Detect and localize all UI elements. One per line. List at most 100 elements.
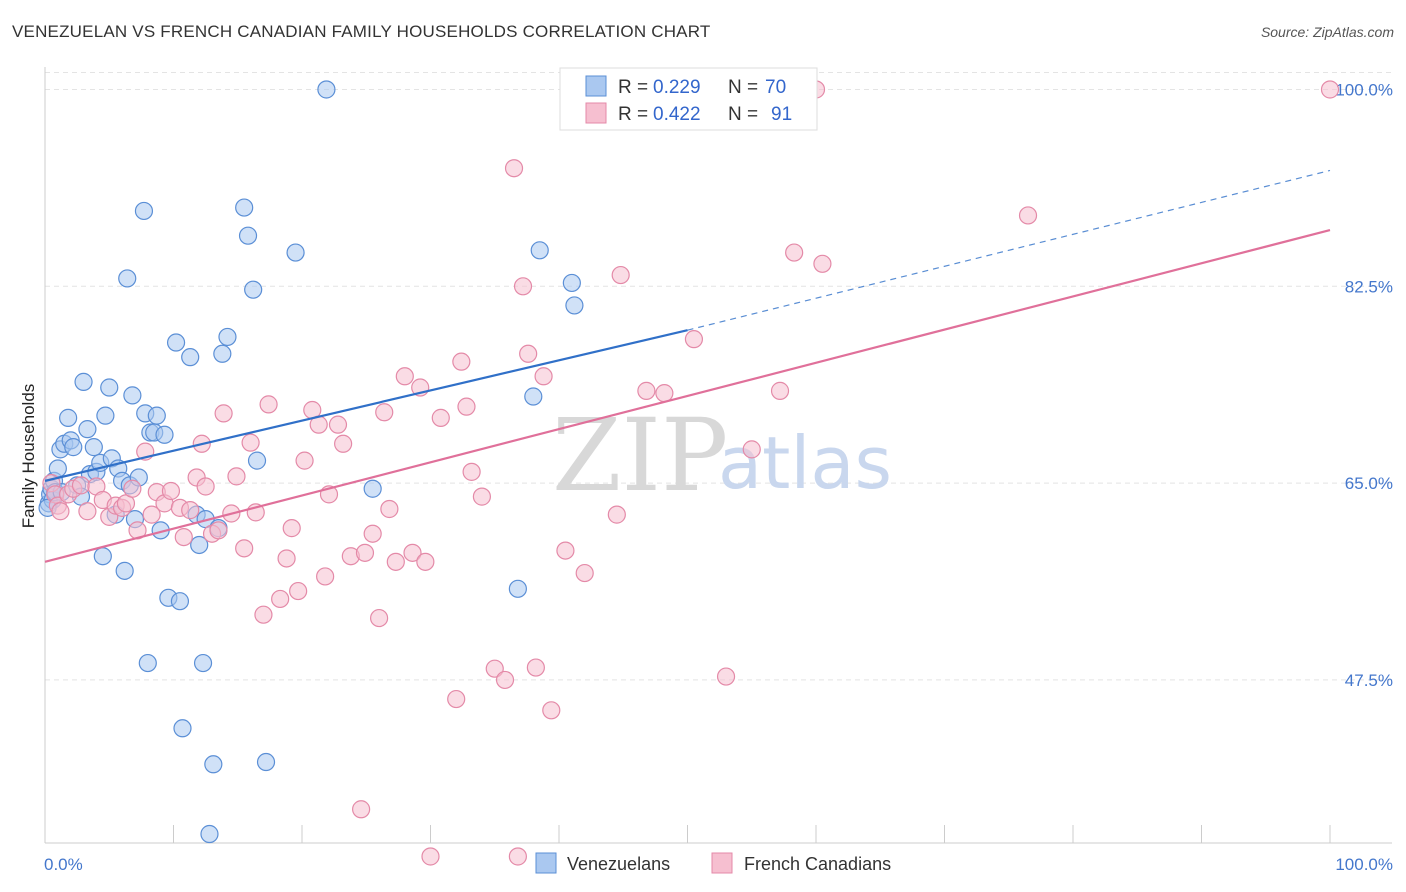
point-french-canadians-73 xyxy=(526,658,545,677)
legend-n-value-1: 91 xyxy=(771,104,792,125)
point-french-canadians-53 xyxy=(375,403,394,422)
point-venezuelans-48 xyxy=(193,653,213,673)
point-venezuelans-35 xyxy=(138,653,157,673)
point-french-canadians-72 xyxy=(519,344,538,363)
point-venezuelans-65 xyxy=(530,241,549,260)
y-tick-label-1: 65.0% xyxy=(1345,474,1393,493)
source-label: Source: ZipAtlas.com xyxy=(1260,24,1394,40)
point-french-canadians-46 xyxy=(328,415,348,434)
point-french-canadians-69 xyxy=(504,159,524,178)
point-venezuelans-14 xyxy=(74,372,93,391)
y-tick-labels: 47.5% 65.0% 82.5% 100.0% xyxy=(1335,80,1393,689)
point-french-canadians-67 xyxy=(485,659,504,678)
point-venezuelans-9 xyxy=(59,408,78,427)
point-venezuelans-44 xyxy=(173,719,192,738)
point-french-canadians-71 xyxy=(513,277,533,296)
y-tick-label-0: 47.5% xyxy=(1345,671,1393,690)
point-french-canadians-81 xyxy=(637,381,656,400)
point-venezuelans-50 xyxy=(200,824,219,844)
point-french-canadians-75 xyxy=(542,701,561,720)
point-french-canadians-65 xyxy=(462,462,481,481)
point-french-canadians-33 xyxy=(241,433,260,452)
point-french-canadians-52 xyxy=(370,608,389,628)
point-french-canadians-44 xyxy=(316,567,335,586)
chart-title: VENEZUELAN VS FRENCH CANADIAN FAMILY HOU… xyxy=(12,22,711,41)
point-french-canadians-70 xyxy=(508,847,527,866)
point-french-canadians-74 xyxy=(534,367,553,386)
watermark: ZIP atlas xyxy=(552,397,892,514)
point-venezuelans-60 xyxy=(286,243,305,262)
point-french-canadians-63 xyxy=(452,352,471,371)
legend-r-value-1: 0.422 xyxy=(653,104,701,125)
point-french-canadians-64 xyxy=(457,397,476,416)
point-venezuelans-57 xyxy=(244,280,263,299)
point-french-canadians-32 xyxy=(235,539,254,558)
point-french-canadians-82 xyxy=(655,384,674,403)
point-venezuelans-67 xyxy=(565,296,584,315)
point-french-canadians-23 xyxy=(181,501,200,520)
legend-n-value-0: 70 xyxy=(765,77,786,98)
point-french-canadians-56 xyxy=(395,367,414,386)
point-french-canadians-76 xyxy=(556,541,575,560)
trend-line-venezuelans-extension xyxy=(687,169,1331,331)
point-french-canadians-37 xyxy=(271,589,290,609)
legend: R = 0.229 N = 70 R = 0.422 N = 91 xyxy=(559,67,818,131)
point-venezuelans-56 xyxy=(238,226,258,245)
point-venezuelans-64 xyxy=(524,387,543,406)
legend-n-label-0: N = xyxy=(728,77,758,98)
point-venezuelans-22 xyxy=(100,378,119,397)
point-french-canadians-50 xyxy=(355,543,375,562)
point-french-canadians-14 xyxy=(123,479,142,498)
point-venezuelans-21 xyxy=(96,406,115,425)
point-french-canadians-51 xyxy=(363,524,382,543)
point-french-canadians-91 xyxy=(1320,80,1340,99)
point-french-canadians-29 xyxy=(214,404,233,423)
trend-lines xyxy=(44,169,1331,563)
point-french-canadians-85 xyxy=(742,440,761,459)
point-french-canadians-83 xyxy=(684,330,704,349)
bottom-legend-swatch-venezuelans xyxy=(535,852,557,874)
point-french-canadians-68 xyxy=(495,670,515,690)
point-venezuelans-63 xyxy=(508,579,527,598)
bottom-legend-label-french-canadians: French Canadians xyxy=(744,854,891,874)
point-french-canadians-38 xyxy=(277,549,296,568)
point-venezuelans-51 xyxy=(204,755,223,774)
point-venezuelans-15 xyxy=(78,420,97,439)
point-french-canadians-36 xyxy=(259,395,278,414)
point-french-canadians-7 xyxy=(78,502,97,521)
point-venezuelans-11 xyxy=(64,438,83,457)
point-french-canadians-17 xyxy=(142,505,161,524)
trend-line-french-canadians xyxy=(44,229,1331,563)
point-venezuelans-42 xyxy=(166,333,186,352)
point-french-canadians-59 xyxy=(416,552,435,571)
y-tick-label-3: 100.0% xyxy=(1335,80,1393,99)
y-tick-label-2: 82.5% xyxy=(1345,277,1393,296)
point-french-canadians-54 xyxy=(380,499,399,519)
series-french-canadians xyxy=(42,80,1340,866)
point-venezuelans-30 xyxy=(123,386,142,405)
point-french-canadians-55 xyxy=(386,552,405,571)
point-french-canadians-87 xyxy=(785,243,804,262)
legend-r-label-1: R = xyxy=(618,104,648,125)
point-french-canadians-57 xyxy=(403,543,422,562)
bottom-legend-label-venezuelans: Venezuelans xyxy=(567,854,670,874)
grid-lines xyxy=(45,71,1392,681)
legend-swatch-french-canadians xyxy=(585,102,607,124)
point-french-canadians-80 xyxy=(611,265,630,285)
point-french-canadians-39 xyxy=(282,519,301,538)
bottom-legend: Venezuelans French Canadians xyxy=(535,852,891,874)
point-french-canadians-31 xyxy=(227,467,246,486)
point-french-canadians-66 xyxy=(472,487,491,506)
point-venezuelans-17 xyxy=(84,438,103,457)
point-french-canadians-84 xyxy=(716,667,736,686)
point-venezuelans-43 xyxy=(170,592,190,611)
point-french-canadians-62 xyxy=(447,689,466,709)
legend-r-value-0: 0.229 xyxy=(653,77,701,98)
point-french-canadians-79 xyxy=(607,505,626,524)
x-tick-labels: 0.0% 100.0% xyxy=(44,855,1393,874)
point-venezuelans-53 xyxy=(213,344,232,363)
point-venezuelans-66 xyxy=(562,273,581,293)
point-venezuelans-58 xyxy=(247,451,267,470)
point-venezuelans-47 xyxy=(190,535,209,555)
